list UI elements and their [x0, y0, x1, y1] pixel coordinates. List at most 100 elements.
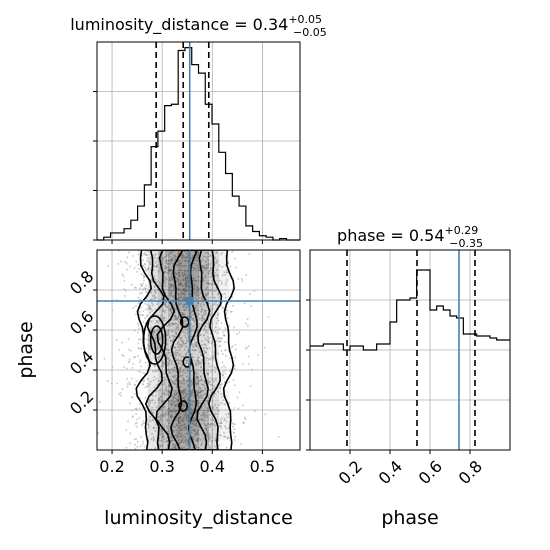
joint-scatter-point	[245, 322, 247, 325]
joint-scatter-point	[185, 352, 188, 354]
joint-scatter-point	[167, 271, 170, 273]
joint-scatter-point	[204, 351, 206, 354]
joint-density-cell	[188, 390, 199, 401]
joint-scatter-point	[167, 414, 169, 416]
joint-scatter-point	[174, 346, 176, 349]
joint-density-cell	[198, 260, 209, 271]
joint-density-cell	[188, 270, 199, 281]
joint-scatter-point	[187, 285, 189, 288]
joint-scatter-point	[193, 293, 196, 295]
joint-scatter-point	[191, 383, 193, 385]
joint-scatter-point	[213, 380, 215, 383]
joint-density-cell	[157, 390, 169, 401]
joint-scatter-point	[176, 327, 179, 329]
joint-scatter-point	[230, 346, 233, 349]
joint-scatter-point	[148, 345, 151, 348]
joint-scatter-point	[174, 257, 177, 260]
joint-scatter-point	[160, 433, 163, 435]
joint-scatter-point	[167, 306, 169, 308]
joint-scatter-point	[193, 424, 196, 427]
joint-scatter-point	[163, 427, 165, 429]
joint-scatter-point	[165, 348, 168, 350]
joint-scatter-point	[168, 384, 170, 386]
joint-scatter-point	[186, 414, 189, 416]
joint-scatter-point	[208, 399, 210, 402]
joint-density-cell	[157, 410, 169, 421]
joint-scatter-point	[170, 290, 173, 292]
joint-scatter-point	[170, 345, 173, 348]
joint-scatter-point	[160, 316, 162, 318]
joint-scatter-point	[135, 313, 137, 316]
joint-scatter-point	[168, 253, 170, 256]
joint-scatter-point	[164, 270, 166, 273]
joint-scatter-point	[195, 423, 197, 425]
joint-scatter-point	[173, 431, 175, 433]
joint-scatter-point	[208, 433, 211, 435]
joint-scatter-point	[177, 419, 180, 421]
joint-scatter-point	[200, 366, 202, 369]
joint-scatter-point	[165, 305, 167, 308]
joint-scatter-point	[179, 318, 181, 320]
joint-scatter-point	[158, 437, 161, 440]
joint-density-cell	[188, 350, 199, 361]
joint-scatter-point	[227, 427, 229, 430]
joint-scatter-point	[200, 443, 203, 445]
joint-scatter-point	[214, 413, 217, 415]
joint-density-cell	[188, 290, 199, 301]
joint-scatter-point	[242, 363, 244, 365]
joint-scatter-point	[195, 377, 198, 379]
joint-scatter-point	[192, 277, 195, 279]
joint-scatter-point	[187, 326, 189, 329]
joint-scatter-point	[217, 320, 220, 322]
joint-scatter-point	[222, 353, 224, 355]
joint-scatter-point	[221, 307, 224, 309]
joint-scatter-point	[153, 438, 155, 441]
joint-scatter-point	[198, 356, 200, 359]
joint-xtick-label: 0.4	[200, 457, 225, 476]
joint-scatter-point	[197, 380, 200, 383]
joint-scatter-point	[187, 416, 189, 418]
joint-scatter-point	[233, 407, 236, 409]
joint-scatter-point	[187, 257, 190, 260]
joint-scatter-point	[133, 286, 136, 289]
joint-scatter-point	[202, 257, 204, 260]
joint-scatter-point	[219, 387, 222, 390]
joint-scatter-point	[153, 418, 156, 420]
joint-scatter-point	[158, 346, 161, 349]
joint-scatter-point	[173, 381, 175, 384]
joint-scatter-point	[129, 265, 132, 268]
joint-scatter-point	[207, 422, 210, 425]
joint-scatter-point	[198, 348, 201, 351]
joint-scatter-point	[146, 431, 148, 433]
joint-scatter-point	[205, 435, 208, 437]
joint-scatter-point	[207, 253, 210, 256]
joint-scatter-point	[180, 294, 182, 297]
joint-scatter-point	[130, 284, 133, 286]
joint-scatter-point	[174, 410, 177, 413]
joint-scatter-point	[132, 307, 135, 309]
joint-scatter-point	[172, 338, 175, 340]
joint-scatter-point	[162, 310, 165, 312]
joint-scatter-point	[177, 442, 180, 444]
joint-scatter-point	[177, 278, 180, 281]
joint-scatter-point	[201, 406, 203, 408]
joint-scatter-point	[191, 422, 193, 425]
joint-density-cell	[168, 330, 179, 341]
joint-scatter-point	[178, 308, 181, 311]
joint-scatter-point	[151, 333, 154, 335]
joint-scatter-point	[170, 273, 173, 276]
joint-scatter-point	[183, 265, 185, 267]
joint-scatter-point	[185, 336, 187, 339]
joint-scatter-point	[164, 388, 167, 391]
luminosity-distance-histogram	[97, 47, 300, 241]
joint-scatter-point	[181, 255, 184, 258]
joint-scatter-point	[182, 284, 184, 287]
joint-scatter-point	[186, 315, 189, 318]
joint-density-cell	[157, 440, 169, 450]
joint-scatter-point	[222, 331, 225, 333]
joint-scatter-point	[151, 406, 154, 409]
joint-scatter-point	[200, 397, 202, 399]
joint-scatter-point	[184, 354, 187, 356]
joint-scatter-point	[164, 292, 167, 294]
joint-scatter-point	[180, 428, 182, 431]
